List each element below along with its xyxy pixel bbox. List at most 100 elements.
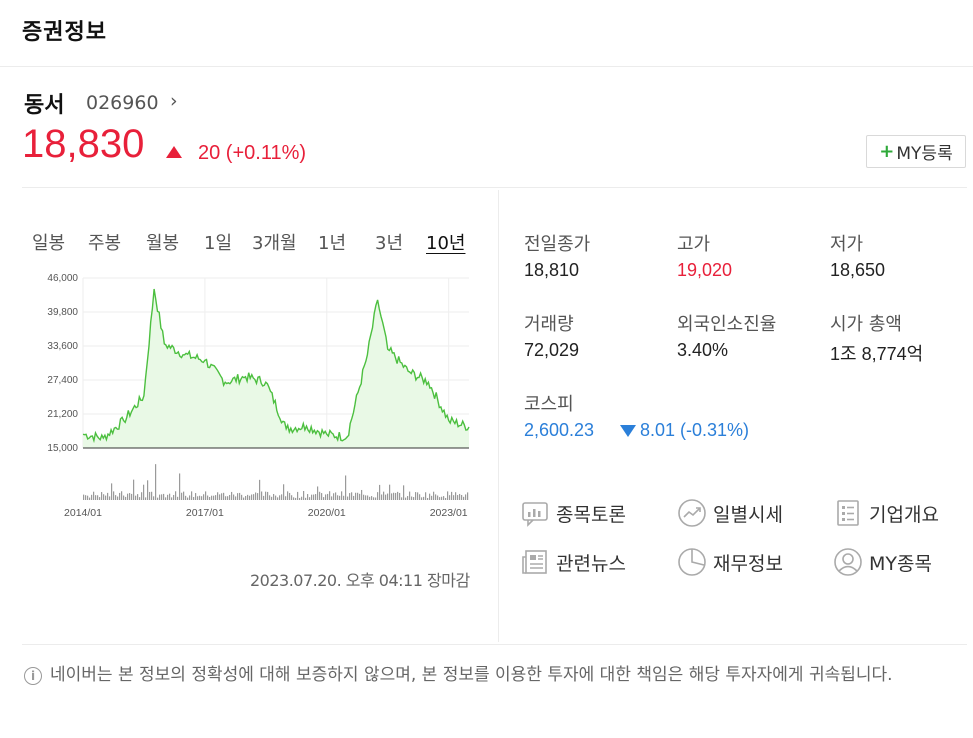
- volume-label: 거래량: [524, 314, 574, 335]
- volume-bar: [353, 495, 355, 500]
- volume-bar: [157, 497, 159, 500]
- quick-link-financials[interactable]: 재무정보: [677, 547, 783, 577]
- volume-bar: [223, 492, 225, 500]
- volume-bar: [233, 494, 235, 500]
- volume-bar: [367, 495, 369, 500]
- y-tick-label: 21,200: [47, 409, 78, 420]
- quick-link-label: MY종목: [869, 552, 932, 575]
- volume-bar: [453, 495, 455, 500]
- volume-bar: [215, 495, 217, 500]
- volume-bar: [387, 493, 389, 500]
- tab-weekly[interactable]: 주봉: [88, 233, 122, 254]
- volume-bar: [199, 495, 201, 500]
- current-price: 18,830: [22, 122, 145, 166]
- volume-bar: [101, 492, 103, 500]
- price-change: 20 (+0.11%): [198, 142, 307, 164]
- quick-link-daily-price[interactable]: 일별시세: [677, 498, 783, 528]
- volume-bar: [193, 496, 195, 500]
- volume-bar: [461, 494, 463, 500]
- volume-bar: [135, 495, 137, 500]
- volume-bar: [87, 495, 89, 500]
- volume-bar: [237, 493, 239, 500]
- volume-bar: [451, 491, 453, 500]
- volume-bar: [363, 494, 365, 500]
- volume-bar: [103, 494, 105, 500]
- volume-bar: [411, 496, 413, 500]
- quick-link-my-stocks[interactable]: MY종목: [833, 547, 932, 577]
- volume-bar: [323, 497, 325, 500]
- volume-bar: [255, 492, 257, 500]
- volume-bar: [139, 497, 141, 500]
- quick-link-discussion[interactable]: 종목토론: [520, 498, 626, 528]
- tab-daily[interactable]: 일봉: [32, 233, 66, 254]
- volume-bar: [161, 494, 163, 500]
- volume-bar: [425, 492, 427, 500]
- volume-bar: [197, 496, 199, 500]
- volume-bar: [347, 496, 349, 500]
- price-line: [82, 288, 470, 444]
- tab-monthly[interactable]: 월봉: [146, 233, 180, 254]
- quick-link-company[interactable]: 기업개요: [833, 498, 939, 528]
- prev-close-label: 전일종가: [524, 234, 591, 255]
- tab-3month[interactable]: 3개월: [252, 233, 297, 254]
- volume-bar: [289, 492, 291, 500]
- volume-bar: [105, 495, 107, 500]
- volume-bar: [97, 495, 99, 500]
- tab-3year[interactable]: 3년: [375, 233, 404, 254]
- volume-bar: [457, 495, 459, 500]
- price-chart[interactable]: 46,000 39,800 33,600 27,400 21,200 15,000 201…: [28, 266, 474, 524]
- volume-bar: [95, 495, 97, 500]
- volume-bar: [159, 494, 161, 500]
- volume-bar: [431, 495, 433, 500]
- high-label: 고가: [677, 234, 711, 255]
- volume-bar: [399, 492, 401, 500]
- volume-bar: [283, 484, 285, 500]
- volume-bar: [297, 491, 299, 500]
- stock-code[interactable]: 026960: [86, 92, 159, 114]
- volume-bar: [265, 491, 267, 500]
- low-value: 18,650: [830, 260, 886, 280]
- quick-link-news[interactable]: 관련뉴스: [520, 547, 626, 577]
- volume-bar: [295, 497, 297, 500]
- volume-bar: [213, 495, 215, 500]
- volume-bar: [375, 497, 377, 500]
- volume-bar: [137, 494, 139, 500]
- discussion-icon: [522, 502, 548, 527]
- header-divider: [0, 66, 973, 67]
- volume-bar: [91, 494, 93, 500]
- volume-bar: [277, 497, 279, 500]
- volume-bar: [361, 489, 363, 500]
- x-tick-label: 2014/01: [64, 507, 102, 519]
- volume-bar: [181, 492, 183, 500]
- volume-bar: [221, 493, 223, 500]
- volume-bar: [355, 492, 357, 500]
- disclaimer-text: 네이버는 본 정보의 정확성에 대해 보증하지 않으며, 본 정보를 이용한 투…: [50, 665, 893, 685]
- volume-bar: [329, 491, 331, 500]
- tab-1year[interactable]: 1년: [318, 233, 347, 254]
- volume-bar: [445, 497, 447, 500]
- my-register-button[interactable]: + MY등록: [866, 135, 966, 168]
- quick-link-label: 관련뉴스: [556, 552, 626, 575]
- volume-bar: [393, 492, 395, 500]
- volume-bar: [301, 496, 303, 500]
- volume-bar: [123, 495, 125, 500]
- volume-bar: [435, 494, 437, 500]
- volume-bar: [179, 473, 181, 500]
- volume-bar: [125, 496, 127, 500]
- y-tick-label: 27,400: [47, 375, 78, 386]
- tab-10year[interactable]: 10년: [426, 233, 466, 254]
- tab-1day[interactable]: 1일: [204, 233, 233, 254]
- y-tick-label: 33,600: [47, 341, 78, 352]
- stock-name[interactable]: 동서: [24, 93, 65, 118]
- news-icon: [522, 550, 547, 574]
- index-value: 2,600.23: [524, 420, 595, 440]
- volume-bar: [371, 496, 373, 500]
- volume-bar: [133, 479, 135, 500]
- volume-bar: [177, 496, 179, 500]
- volume-bar: [89, 497, 91, 500]
- volume-bar: [99, 497, 101, 500]
- chevron-right-icon[interactable]: ›: [170, 90, 178, 112]
- volume-bar: [247, 494, 249, 500]
- volume-bar: [167, 494, 169, 500]
- x-axis-ticks: 2014/01 2017/01 2020/01 2023/01: [64, 507, 468, 519]
